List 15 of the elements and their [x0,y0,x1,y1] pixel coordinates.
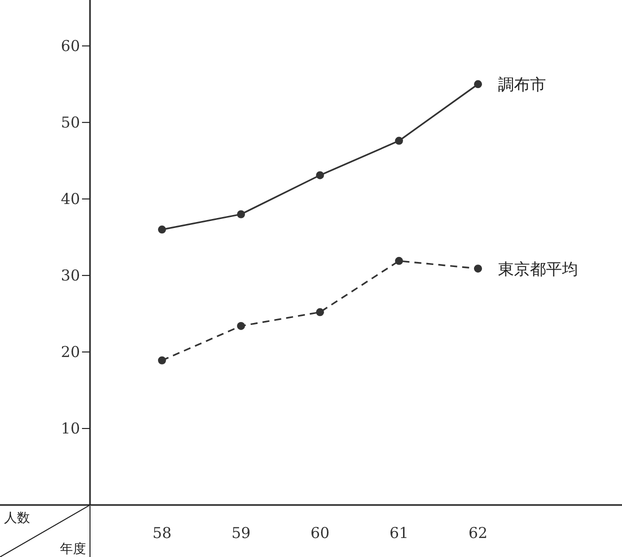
y-axis-title: 人数 [4,511,30,526]
y-tick-label: 40 [60,190,80,208]
series-label: 東京都平均 [498,260,578,279]
y-tick-label: 10 [60,419,80,438]
x-tick-label: 58 [152,524,172,542]
x-tick-label: 60 [310,524,330,542]
x-axis-title: 年度 [60,541,86,557]
y-tick-label: 50 [60,113,80,132]
y-tick-label: 60 [60,36,80,55]
x-tick-label: 62 [468,524,488,542]
y-tick-label: 20 [60,342,80,361]
series-label: 調布市 [498,76,546,94]
y-tick-label: 30 [60,266,80,284]
x-tick-label: 59 [231,524,251,542]
x-tick-label: 61 [389,524,409,542]
